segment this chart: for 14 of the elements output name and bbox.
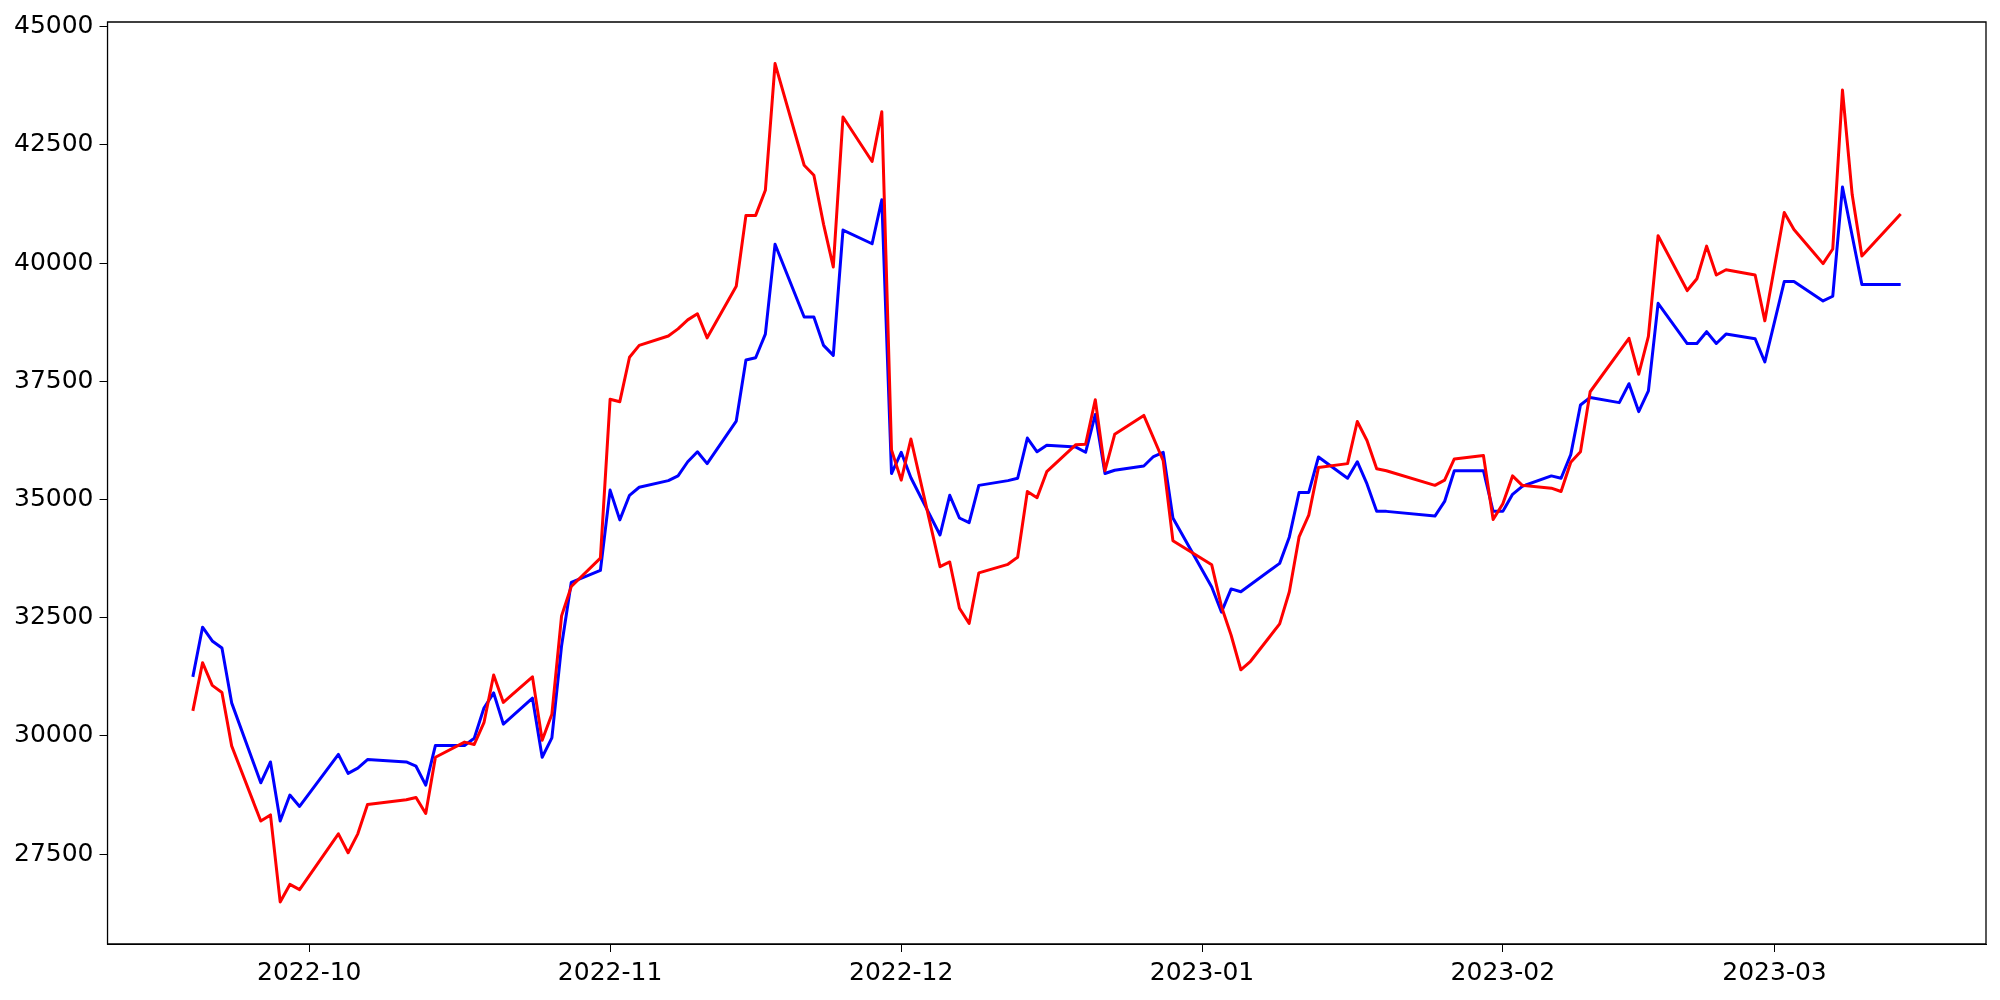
x-tick-label: 2022-12 [848,956,954,986]
y-tick-label: 30000 [14,719,94,749]
y-tick-label: 37500 [14,364,94,394]
x-tick-label: 2022-11 [557,956,663,986]
y-tick-label: 42500 [14,128,94,158]
x-tick-label: 2023-02 [1450,956,1556,986]
y-tick-label: 32500 [14,601,94,631]
x-tick-label: 2022-10 [257,956,362,986]
y-tick-label: 35000 [14,483,94,513]
y-tick-label: 40000 [14,246,94,276]
x-tick-label: 2023-01 [1149,956,1255,986]
y-tick-label: 45000 [14,10,94,40]
x-tick-label: 2023-03 [1722,956,1827,986]
y-tick-label: 27500 [14,837,94,867]
